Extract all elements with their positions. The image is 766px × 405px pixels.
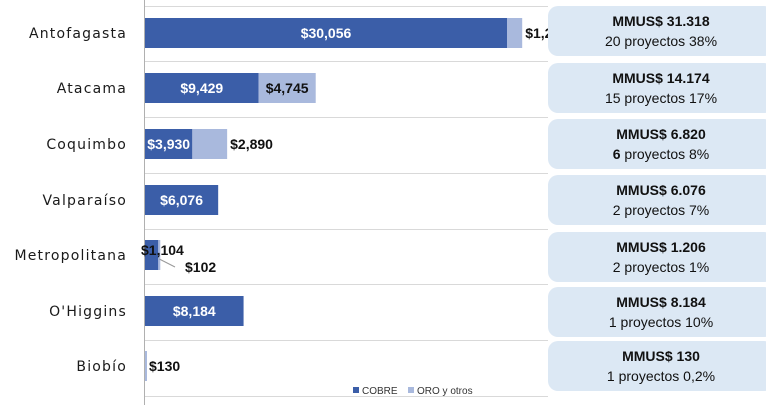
data-label-cobre-valparaso: $6,076 [160, 192, 203, 208]
summary-projects: proyectos 7% [620, 202, 710, 218]
summary-count: 2 [612, 202, 621, 218]
summary-total: MMUS$ 31.318 [612, 13, 710, 29]
bar-cobre-metropolitana [145, 240, 159, 270]
data-label-cobre-antofagasta: $30,056 [301, 25, 352, 41]
summary-box-coquimbo: MMUS$ 6.820 6 proyectos 8% [548, 119, 766, 169]
leader-line-metropolitana [159, 258, 176, 268]
data-label-cobre-coquimbo: $3,930 [147, 136, 190, 152]
summary-projects: proyectos 17% [620, 90, 718, 106]
data-label-oro-biobo: $130 [149, 358, 180, 374]
summary-count: 20 [604, 33, 621, 49]
summary-count: 1 [606, 368, 615, 384]
summary-total: MMUS$ 8.184 [616, 294, 706, 310]
region-label-coquimbo: Coquimbo [46, 137, 127, 153]
row-gridlines [145, 6, 548, 397]
summary-detail: 2 proyectos 1% [613, 257, 710, 277]
data-label-cobre-ohiggins: $8,184 [173, 303, 216, 319]
summary-total: MMUS$ 6.076 [616, 182, 706, 198]
legend-swatch-oro [408, 387, 414, 393]
region-label-biobo: Biobío [76, 359, 127, 375]
data-label-oro-coquimbo: $2,890 [230, 136, 273, 152]
summary-count: 15 [604, 90, 621, 106]
summary-detail: 6 proyectos 8% [613, 144, 710, 164]
summary-projects: proyectos 10% [616, 314, 714, 330]
bar-oro-antofagasta [507, 18, 523, 48]
summary-projects: proyectos 8% [620, 146, 710, 162]
summary-box-biobio: MMUS$ 130 1 proyectos 0,2% [548, 341, 766, 391]
legend-swatch-cobre [353, 387, 359, 393]
summary-box-antofagasta: MMUS$ 31.318 20 proyectos 38% [548, 6, 766, 56]
region-label-atacama: Atacama [57, 81, 127, 97]
summary-count: 1 [608, 314, 617, 330]
legend-label-cobre: COBRE [362, 386, 398, 397]
summary-projects: proyectos 38% [620, 33, 718, 49]
region-label-valparaso: Valparaíso [42, 193, 127, 209]
summary-detail: 15 proyectos 17% [605, 88, 717, 108]
summary-detail: 1 proyectos 10% [609, 312, 713, 332]
bar-oro-biobo [145, 351, 147, 381]
summary-detail: 20 proyectos 38% [605, 31, 717, 51]
bar-oro-metropolitana [158, 240, 161, 270]
summary-box-metropolitana: MMUS$ 1.206 2 proyectos 1% [548, 232, 766, 282]
bar-oro-coquimbo [192, 129, 228, 159]
bar-cobre-antofagasta [145, 18, 507, 48]
summary-total: MMUS$ 6.820 [616, 126, 706, 142]
region-label-metropolitana: Metropolitana [14, 248, 127, 264]
bar-cobre-coquimbo [145, 129, 193, 159]
summary-total: MMUS$ 130 [622, 348, 700, 364]
summary-total: MMUS$ 14.174 [612, 70, 710, 86]
summary-count: 2 [612, 259, 621, 275]
data-label-cobre-metropolitana: $1,104 [141, 242, 184, 258]
summary-projects: proyectos 0,2% [614, 368, 716, 384]
data-label-oro-atacama: $4,745 [266, 80, 309, 96]
region-label-ohiggins: O'Higgins [49, 304, 127, 320]
summary-count: 6 [612, 146, 621, 162]
summary-total: MMUS$ 1.206 [616, 239, 706, 255]
summary-box-atacama: MMUS$ 14.174 15 proyectos 17% [548, 63, 766, 113]
bar-oro-atacama [258, 73, 316, 103]
bar-cobre-atacama [145, 73, 259, 103]
summary-box-ohiggins: MMUS$ 8.184 1 proyectos 10% [548, 287, 766, 337]
data-label-oro-metropolitana: $102 [185, 259, 216, 275]
legend-label-oro: ORO y otros [417, 386, 473, 397]
bars: $30,056 $1,262$9,429 $4,745$3,930 $2,890$6,… [141, 18, 568, 381]
summary-projects: proyectos 1% [620, 259, 710, 275]
data-label-cobre-atacama: $9,429 [180, 80, 223, 96]
bar-cobre-valparaso [145, 185, 219, 215]
bar-cobre-ohiggins [145, 296, 244, 326]
summary-detail: 1 proyectos 0,2% [607, 366, 715, 386]
legend: COBRE ORO y otros [353, 386, 473, 397]
region-label-antofagasta: Antofagasta [29, 26, 127, 42]
region-labels: Antofagasta Atacama Coquimbo Valparaíso Metr… [14, 26, 127, 375]
summary-box-valparaiso: MMUS$ 6.076 2 proyectos 7% [548, 175, 766, 225]
summary-detail: 2 proyectos 7% [613, 200, 710, 220]
